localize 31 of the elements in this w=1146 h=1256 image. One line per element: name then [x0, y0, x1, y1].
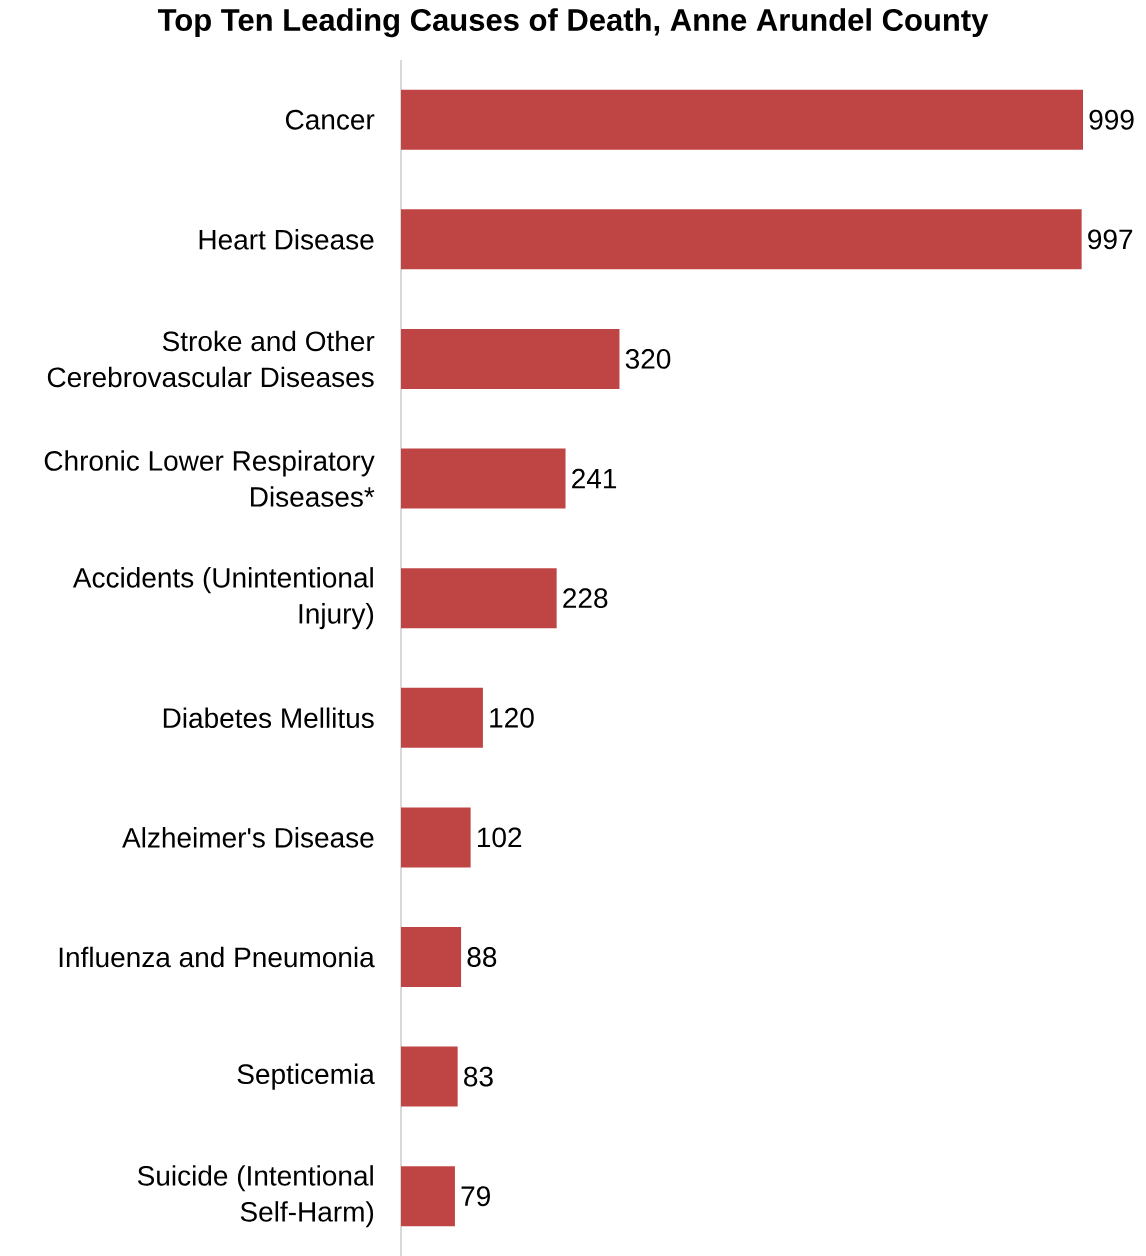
bar [401, 568, 557, 629]
y-tick-label: Suicide (Intentional Self-Harm) [137, 1165, 374, 1228]
y-tick-label: Heart Disease [199, 229, 374, 250]
data-label: 320 [625, 349, 671, 369]
y-tick-label: Alzheimer's Disease [122, 827, 374, 848]
y-tick-label: Stroke and Other Cerebrovascular Diseases [47, 330, 375, 388]
y-tick-label: Chronic Lower Respiratory Diseases* [44, 450, 375, 507]
y-tick-label: Diabetes Mellitus [163, 707, 374, 729]
y-tick-label: Influenza and Pneumonia [59, 946, 375, 968]
data-label: 228 [563, 588, 608, 609]
bar [401, 448, 566, 509]
data-label: 241 [572, 468, 617, 489]
data-label: 88 [467, 947, 497, 967]
bar [401, 926, 462, 987]
bar [401, 209, 1082, 270]
bar [401, 687, 483, 748]
bar [401, 807, 471, 868]
bar [401, 328, 620, 389]
data-label: 120 [490, 707, 534, 728]
data-label: 79 [461, 1186, 490, 1207]
bar [401, 1166, 455, 1227]
data-label: 997 [1088, 229, 1133, 250]
data-label: 999 [1089, 109, 1134, 130]
chart-title: Top Ten Leading Causes of Death, Anne Arundel County [157, 8, 989, 38]
y-tick-label: Septicemia [237, 1063, 375, 1090]
bar [401, 89, 1084, 150]
bar [401, 1046, 458, 1107]
data-label: 102 [477, 827, 522, 848]
y-tick-label: Accidents (Unintentional Injury) [72, 567, 374, 630]
data-label: 83 [464, 1066, 493, 1087]
y-tick-label: Cancer [285, 109, 375, 130]
